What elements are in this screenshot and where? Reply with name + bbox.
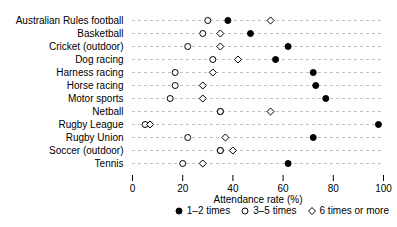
svg-text:Tennis: Tennis bbox=[95, 158, 124, 169]
svg-text:60: 60 bbox=[278, 183, 290, 194]
svg-text:Rugby Union: Rugby Union bbox=[66, 132, 124, 143]
svg-text:80: 80 bbox=[328, 183, 340, 194]
svg-text:Dog racing: Dog racing bbox=[75, 54, 123, 65]
svg-text:0: 0 bbox=[130, 183, 136, 194]
svg-text:Attendance rate (%): Attendance rate (%) bbox=[214, 194, 303, 205]
svg-text:Australian Rules football: Australian Rules football bbox=[16, 15, 124, 26]
svg-text:Cricket (outdoor): Cricket (outdoor) bbox=[49, 41, 123, 52]
html-text:6 times or more: 6 times or more bbox=[319, 205, 389, 216]
svg-text:Motor sports: Motor sports bbox=[68, 93, 124, 104]
html-text:3–5 times: 3–5 times bbox=[253, 205, 297, 216]
svg-text:Rugby League: Rugby League bbox=[58, 119, 123, 130]
svg-text:20: 20 bbox=[177, 183, 189, 194]
svg-text:Basketball: Basketball bbox=[77, 28, 123, 39]
svg-text:Netball: Netball bbox=[92, 106, 123, 117]
svg-text:40: 40 bbox=[227, 183, 239, 194]
svg-text:Horse racing: Horse racing bbox=[67, 80, 124, 91]
svg-text:Soccer (outdoor): Soccer (outdoor) bbox=[49, 145, 123, 156]
html-text:1–2 times: 1–2 times bbox=[186, 205, 231, 216]
svg-text:Harness racing: Harness racing bbox=[56, 67, 123, 78]
svg-text:100: 100 bbox=[375, 183, 392, 194]
